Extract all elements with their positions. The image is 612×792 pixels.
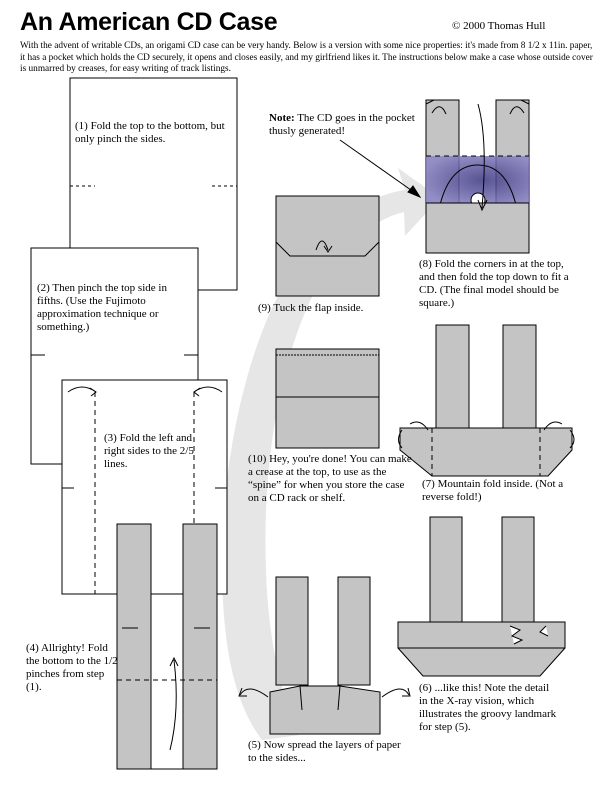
step5-caption: (5) Now spread the layers of paper to th… [248,739,401,764]
step8-caption: (8) Fold the corners in at the top, and … [419,258,569,309]
step9-caption: (9) Tuck the flap inside. [258,302,364,314]
step4-diagram [116,523,218,770]
step1-caption: (1) Fold the top to the bottom, but only… [75,120,225,145]
step6-caption: (6) ...like this! Note the detail in the… [419,682,557,733]
step7-diagram [398,324,575,477]
step5-diagram [238,576,411,735]
step2-caption: (2) Then pinch the top side in fifths. (… [37,282,167,333]
step10-diagram [275,348,380,449]
step6-diagram [397,516,566,677]
note-caption: Note: The CD goes in the pocket thusly g… [269,112,419,138]
intro-paragraph: With the advent of writable CDs, an orig… [20,41,593,75]
page-title: An American CD Case [20,8,278,36]
step4-caption: (4) Allrighty! Fold the bottom to the 1/… [26,642,118,693]
step10-caption: (10) Hey, you're done! You can make a cr… [248,453,412,504]
flow-arrow-background [222,168,440,740]
step3-caption: (3) Fold the left and right sides to the… [104,432,194,470]
step9-diagram [275,195,380,297]
note-label: Note: [269,112,295,124]
step8-diagram [425,99,530,254]
note-arrow [339,139,419,196]
copyright-notice: © 2000 Thomas Hull [452,20,546,32]
note-text: The CD goes in the pocket thusly generat… [269,112,415,137]
step7-caption: (7) Mountain fold inside. (Not a reverse… [422,478,564,503]
